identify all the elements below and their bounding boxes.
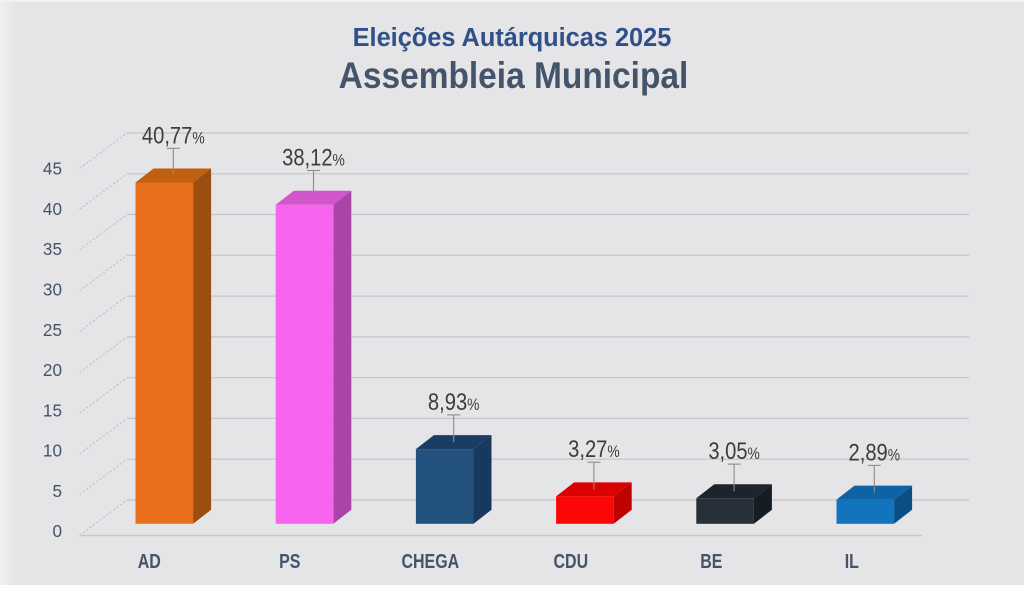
svg-text:15: 15 <box>43 400 62 420</box>
svg-text:IL: IL <box>845 549 859 572</box>
svg-text:38,12%: 38,12% <box>282 144 345 171</box>
svg-text:3,27%: 3,27% <box>568 436 620 463</box>
svg-text:10: 10 <box>43 440 62 460</box>
svg-text:5: 5 <box>52 481 62 501</box>
svg-text:20: 20 <box>43 360 62 380</box>
svg-text:8,93%: 8,93% <box>428 388 480 415</box>
svg-text:Eleições Autárquicas 2025: Eleições Autárquicas 2025 <box>353 24 672 52</box>
svg-text:35: 35 <box>43 239 62 259</box>
svg-text:Assembleia Municipal: Assembleia Municipal <box>339 55 689 96</box>
svg-text:30: 30 <box>43 279 62 299</box>
svg-text:45: 45 <box>43 158 62 178</box>
svg-text:CDU: CDU <box>553 549 588 572</box>
svg-text:25: 25 <box>43 320 62 340</box>
svg-text:0: 0 <box>52 521 62 541</box>
svg-text:40: 40 <box>43 199 62 219</box>
svg-text:BE: BE <box>700 549 722 572</box>
svg-text:40,77%: 40,77% <box>142 122 205 149</box>
svg-text:PS: PS <box>279 549 300 572</box>
svg-text:3,05%: 3,05% <box>708 437 760 464</box>
svg-text:AD: AD <box>138 549 161 572</box>
svg-text:2,89%: 2,89% <box>849 439 901 466</box>
svg-text:CHEGA: CHEGA <box>401 549 459 572</box>
